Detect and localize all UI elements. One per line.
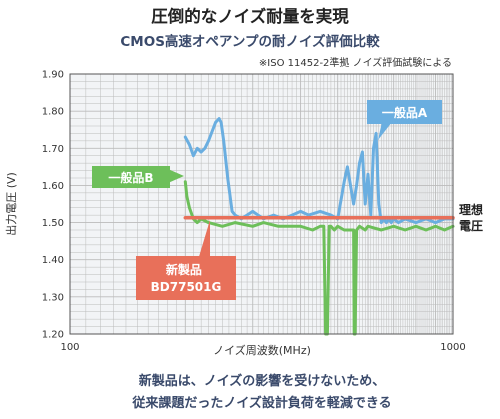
callout-product-a-pointer <box>378 122 392 140</box>
callout-product-b-pointer <box>168 169 184 183</box>
y-tick-label: 1.60 <box>42 181 64 192</box>
y-tick-label: 1.30 <box>42 292 64 303</box>
chart-subtitle: CMOS高速オペアンプの耐ノイズ評価比較 <box>120 33 380 50</box>
callout-product-a: 一般品A <box>367 100 442 140</box>
y-tick-label: 1.80 <box>42 107 64 118</box>
callout-new-product-box <box>136 256 236 300</box>
y-tick-label: 1.40 <box>42 255 64 266</box>
y-tick-label: 1.70 <box>42 144 64 155</box>
callout-product-b: 一般品B <box>92 166 184 188</box>
series-line-product-b <box>183 180 455 336</box>
y-tick-labels: 1.20 1.30 1.40 1.50 1.60 1.70 1.80 1.90 <box>42 70 64 341</box>
x-tick-label: 1000 <box>440 342 465 353</box>
test-standard-note: ※ISO 11452-2準拠 ノイズ評価試験による <box>259 56 452 69</box>
x-tick-labels: 100 1000 <box>60 342 465 353</box>
y-axis-label: 出力電圧 (V) <box>4 172 18 236</box>
ideal-voltage-label: 理想 電圧 <box>459 202 487 233</box>
callout-new-product: 新製品 BD77501G <box>136 220 236 300</box>
callout-product-b-box <box>92 166 170 188</box>
chart-title: 圧倒的なノイズ耐量を実現 <box>151 6 349 26</box>
callout-new-product-label: 新製品 BD77501G <box>151 262 222 294</box>
callout-product-b-label: 一般品B <box>108 170 153 185</box>
series-line-product-a <box>183 117 455 225</box>
series-group <box>183 117 455 336</box>
footer-line-1: 新製品は、ノイズの影響を受けないため、 <box>139 373 386 389</box>
callout-new-product-pointer <box>198 220 210 260</box>
plot-frame <box>69 73 454 335</box>
x-tick-label: 100 <box>60 342 79 353</box>
footer-line-2: 従来課題だったノイズ設計負荷を軽減できる <box>131 395 391 411</box>
y-tick-label: 1.20 <box>42 330 64 341</box>
x-axis-label: ノイズ周波数(MHz) <box>213 343 311 357</box>
callout-product-a-box <box>367 100 442 124</box>
y-tick-label: 1.50 <box>42 218 64 229</box>
y-tick-label: 1.90 <box>42 70 64 81</box>
callout-product-a-label: 一般品A <box>382 105 428 120</box>
